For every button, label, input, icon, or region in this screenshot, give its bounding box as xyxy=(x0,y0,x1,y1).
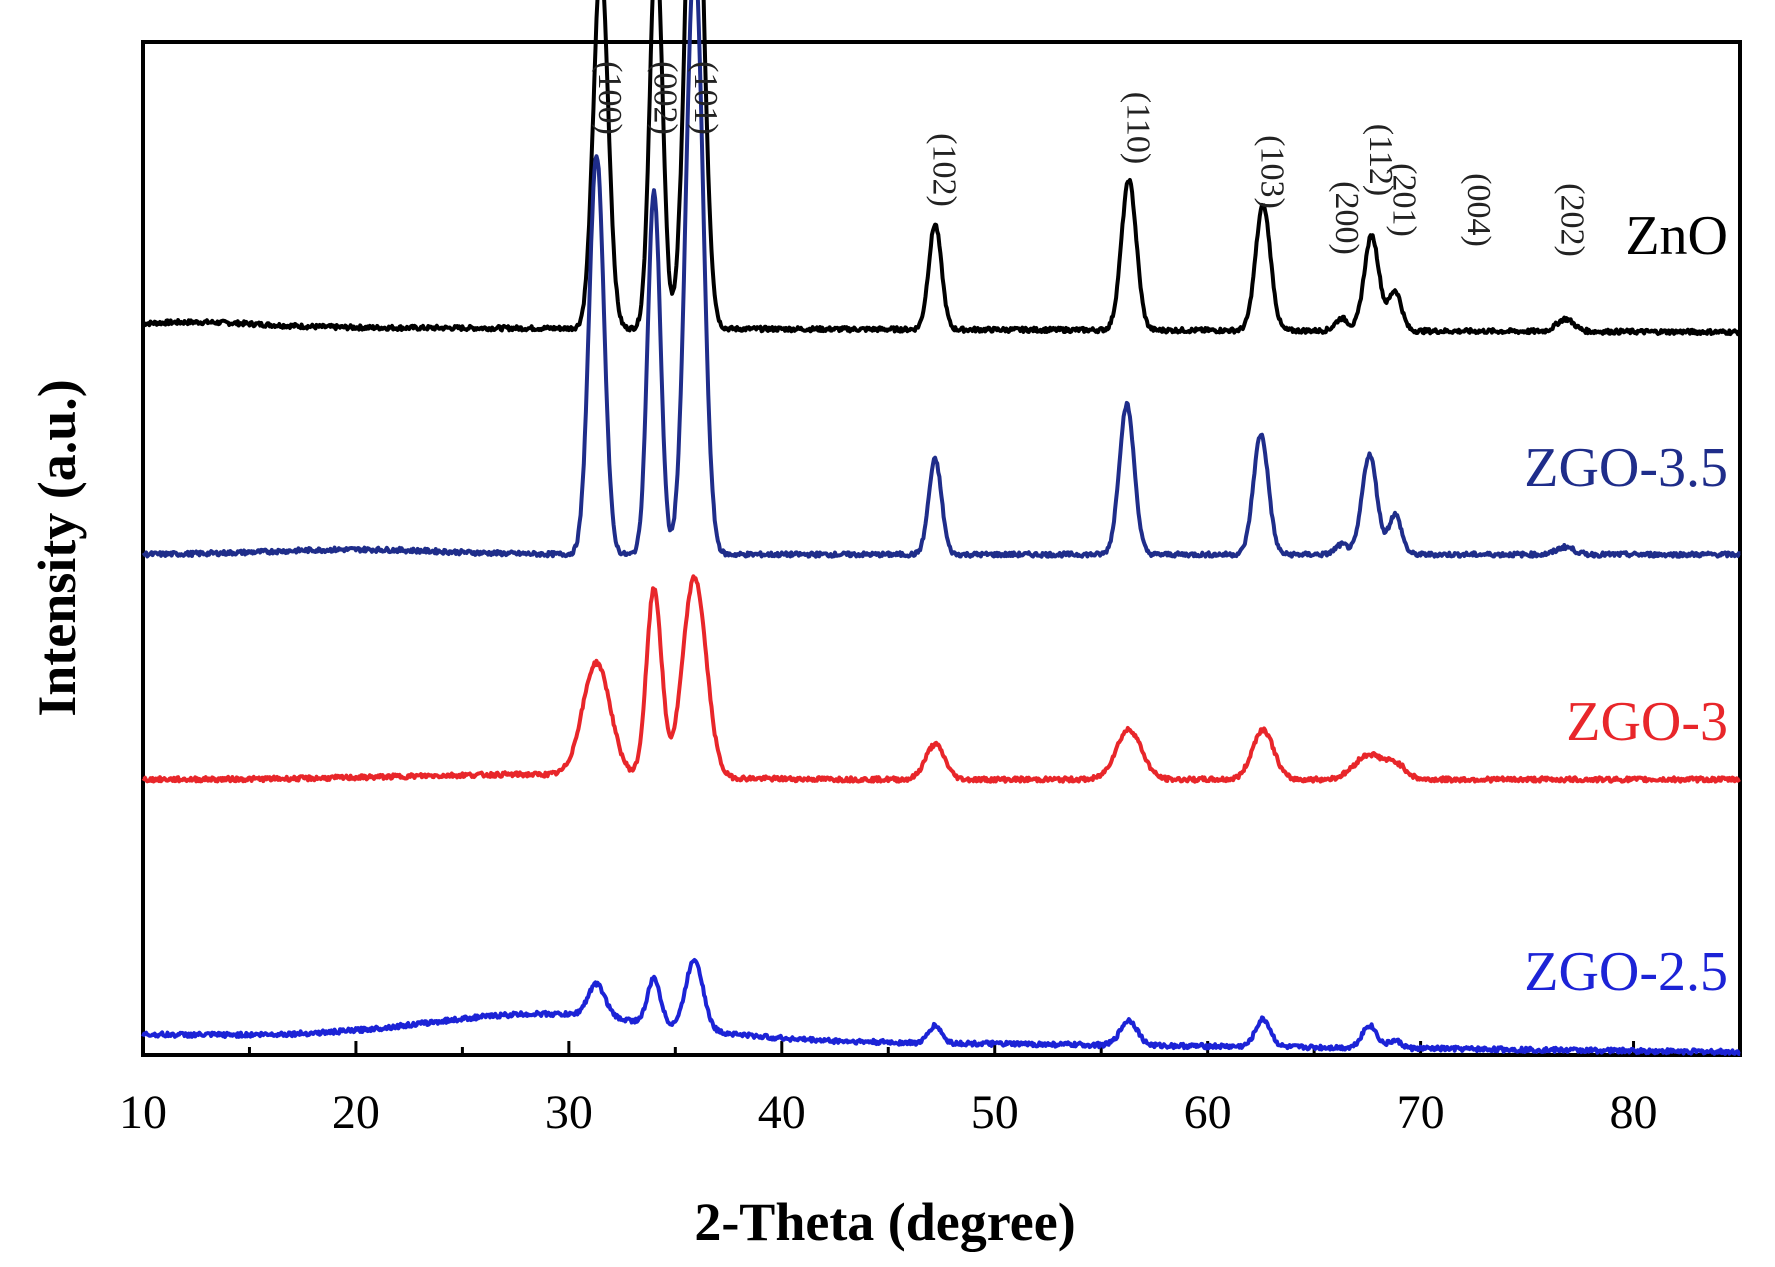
x-tick-label: 40 xyxy=(758,1086,806,1139)
peak-label: (110) xyxy=(1119,92,1156,164)
peak-label: (100) xyxy=(591,61,628,135)
xrd-traces xyxy=(141,0,1742,1056)
trace-zgo-2-5 xyxy=(141,958,1741,1056)
peak-label: (102) xyxy=(926,133,963,207)
series-label: ZGO-3.5 xyxy=(1524,437,1728,499)
peak-labels: (100) (002) (101) (102) (110) (103) (200)(112)… xyxy=(591,61,1590,257)
series-label: ZGO-2.5 xyxy=(1524,941,1728,1003)
peak-label: (201) xyxy=(1385,163,1422,237)
trace-zno xyxy=(142,0,1742,337)
x-tick-label: 30 xyxy=(545,1086,593,1139)
peak-label: (101) xyxy=(687,61,724,135)
peak-label: (103) xyxy=(1253,135,1290,209)
plot-frame xyxy=(141,40,1742,1057)
peak-label: (202) xyxy=(1554,183,1591,257)
peak-label: (004) xyxy=(1460,173,1497,247)
series-label: ZGO-3 xyxy=(1566,691,1728,753)
x-tick-label: 10 xyxy=(119,1086,167,1139)
x-tick-label: 20 xyxy=(332,1086,380,1139)
x-axis-label: 2-Theta (degree) xyxy=(694,1192,1075,1252)
trace-zgo-3-5 xyxy=(141,0,1741,559)
peak-label: (002) xyxy=(647,61,684,135)
peak-label: (200) xyxy=(1328,181,1365,255)
y-axis-label: Intensity (a.u.) xyxy=(27,379,87,717)
series-label: ZnO xyxy=(1625,205,1728,267)
trace-zgo-3 xyxy=(141,574,1741,784)
x-tick-label: 70 xyxy=(1397,1086,1445,1139)
x-axis-ticks: 10 20 30 40 50 60 70 80 xyxy=(119,1041,1742,1139)
x-tick-label: 50 xyxy=(971,1086,1019,1139)
peak-label: (112) xyxy=(1362,124,1399,196)
series-labels: ZnO ZGO-3.5 ZGO-3 ZGO-2.5 xyxy=(1524,205,1728,1003)
x-tick-label: 60 xyxy=(1184,1086,1232,1139)
x-tick-label: 80 xyxy=(1610,1086,1658,1139)
